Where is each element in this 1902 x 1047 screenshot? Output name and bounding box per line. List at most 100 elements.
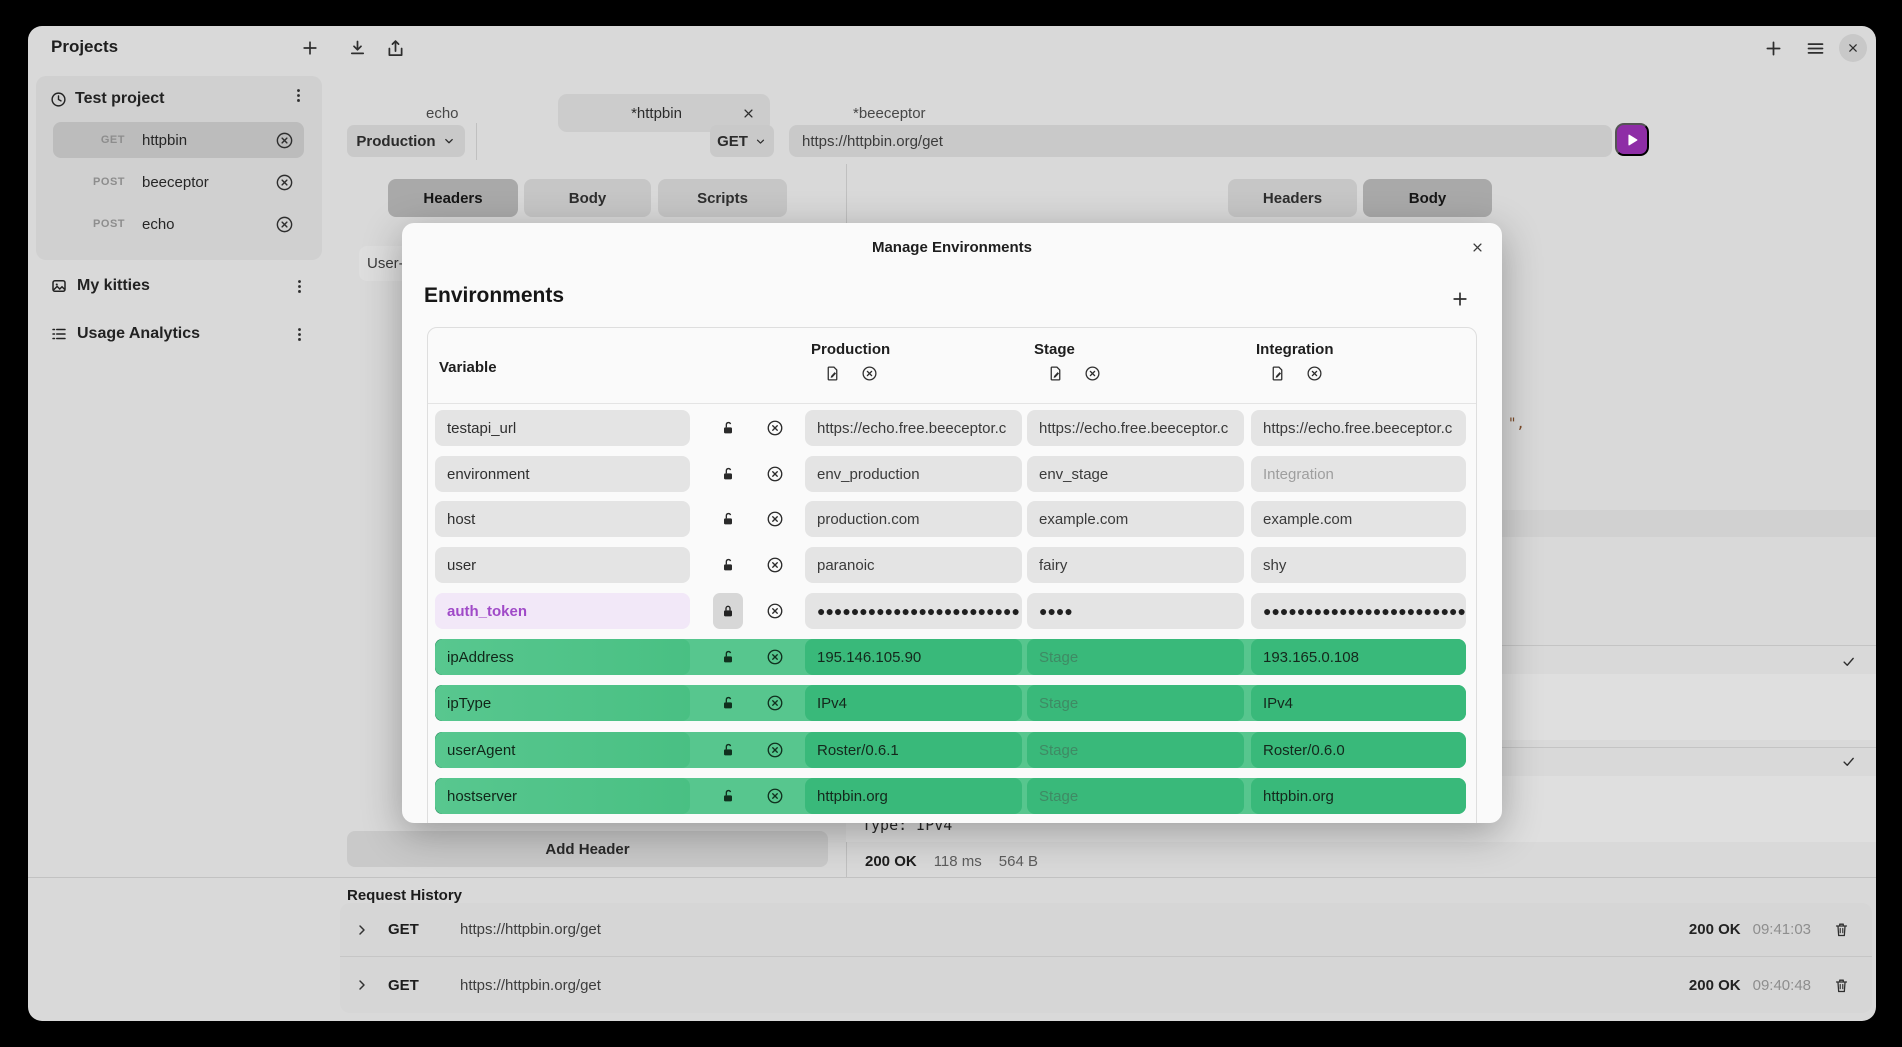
app-menu-button[interactable]	[1805, 38, 1826, 59]
delete-variable-button[interactable]	[763, 685, 787, 721]
stage-value-field[interactable]: Stage	[1027, 685, 1244, 721]
environment-selector[interactable]: Production	[347, 125, 465, 157]
variable-name-field[interactable]: userAgent	[435, 732, 690, 768]
add-header-button[interactable]: Add Header	[347, 831, 828, 867]
request-tab-body[interactable]: Body	[524, 179, 651, 217]
delete-history-button[interactable]	[1833, 977, 1850, 994]
window-close-button[interactable]	[1839, 34, 1867, 62]
lock-button[interactable]	[716, 639, 740, 675]
sidebar-item-my-kitties[interactable]: My kitties	[50, 272, 308, 300]
integration-value-field[interactable]: httpbin.org	[1251, 778, 1466, 814]
stage-value-field[interactable]: example.com	[1027, 501, 1244, 537]
variable-name-field[interactable]: testapi_url	[435, 410, 690, 446]
production-value-field[interactable]: paranoic	[805, 547, 1022, 583]
integration-value-field[interactable]: Roster/0.6.0	[1251, 732, 1466, 768]
integration-value-field[interactable]: Integration	[1251, 456, 1466, 492]
lock-button[interactable]	[716, 732, 740, 768]
delete-history-button[interactable]	[1833, 921, 1850, 938]
production-value-field[interactable]: IPv4	[805, 685, 1022, 721]
header-name-chip[interactable]: User-	[359, 246, 405, 281]
stage-value-field[interactable]: ●●●●	[1027, 593, 1244, 629]
stage-value-field[interactable]: Stage	[1027, 639, 1244, 675]
delete-variable-button[interactable]	[763, 778, 787, 814]
project-group-header[interactable]: Test project	[50, 86, 165, 112]
edit-environment-button[interactable]	[1269, 365, 1286, 382]
project-menu-button[interactable]	[290, 87, 307, 104]
delete-variable-button[interactable]	[763, 593, 787, 629]
remove-request-button[interactable]	[275, 131, 294, 150]
folder-menu-button[interactable]	[291, 326, 308, 343]
lock-button[interactable]	[716, 778, 740, 814]
add-project-button[interactable]	[300, 38, 320, 58]
stage-value-field[interactable]: fairy	[1027, 547, 1244, 583]
integration-value-field[interactable]: ●●●●●●●●●●●●●●●●●●●●●●●●	[1251, 593, 1466, 629]
response-tab-headers[interactable]: Headers	[1228, 179, 1357, 217]
lock-button[interactable]	[716, 410, 740, 446]
delete-variable-button[interactable]	[763, 639, 787, 675]
variable-name-field[interactable]: hostserver	[435, 778, 690, 814]
delete-variable-button[interactable]	[763, 732, 787, 768]
lock-button[interactable]	[716, 456, 740, 492]
production-value-field[interactable]: ●●●●●●●●●●●●●●●●●●●●●●●●	[805, 593, 1022, 629]
edit-environment-button[interactable]	[824, 365, 841, 382]
send-button[interactable]	[1615, 123, 1649, 156]
chevron-right-icon[interactable]	[354, 922, 370, 938]
chevron-right-icon[interactable]	[354, 977, 370, 993]
tab-beeceptor[interactable]: *beeceptor	[853, 105, 926, 122]
delete-environment-button[interactable]	[1084, 365, 1101, 382]
delete-variable-button[interactable]	[763, 410, 787, 446]
integration-value-field[interactable]: IPv4	[1251, 685, 1466, 721]
variable-name-field[interactable]: auth_token	[435, 593, 690, 629]
stage-value-field[interactable]: https://echo.free.beeceptor.c	[1027, 410, 1244, 446]
production-value-field[interactable]: Roster/0.6.1	[805, 732, 1022, 768]
production-value-field[interactable]: env_production	[805, 456, 1022, 492]
request-item-beeceptor[interactable]: POST beeceptor	[53, 164, 304, 200]
delete-variable-button[interactable]	[763, 456, 787, 492]
edit-environment-button[interactable]	[1047, 365, 1064, 382]
stage-value-field[interactable]: Stage	[1027, 778, 1244, 814]
request-item-echo[interactable]: POST echo	[53, 206, 304, 242]
production-value-field[interactable]: httpbin.org	[805, 778, 1022, 814]
folder-menu-button[interactable]	[291, 278, 308, 295]
integration-value-field[interactable]: https://echo.free.beeceptor.c	[1251, 410, 1466, 446]
remove-request-button[interactable]	[275, 173, 294, 192]
production-value-field[interactable]: https://echo.free.beeceptor.c	[805, 410, 1022, 446]
stage-value-field[interactable]: env_stage	[1027, 456, 1244, 492]
production-value-field[interactable]: production.com	[805, 501, 1022, 537]
lock-button[interactable]	[716, 685, 740, 721]
variable-name-field[interactable]: user	[435, 547, 690, 583]
integration-value-field[interactable]: shy	[1251, 547, 1466, 583]
request-item-httpbin[interactable]: GET httpbin	[53, 122, 304, 158]
delete-environment-button[interactable]	[861, 365, 878, 382]
integration-value-field[interactable]: 193.165.0.108	[1251, 639, 1466, 675]
method-selector[interactable]: GET	[710, 125, 774, 157]
request-tab-scripts[interactable]: Scripts	[658, 179, 787, 217]
new-tab-button[interactable]	[1763, 38, 1784, 59]
history-row[interactable]: GET https://httpbin.org/get 200 OK 09:40…	[340, 958, 1872, 1012]
delete-variable-button[interactable]	[763, 501, 787, 537]
export-button[interactable]	[385, 38, 406, 59]
lock-button[interactable]	[716, 501, 740, 537]
variable-name-field[interactable]: ipAddress	[435, 639, 690, 675]
tab-echo[interactable]: echo	[426, 105, 459, 122]
sidebar-item-usage-analytics[interactable]: Usage Analytics	[50, 320, 308, 348]
import-button[interactable]	[347, 38, 368, 59]
url-input[interactable]: https://httpbin.org/get	[789, 125, 1612, 157]
remove-request-button[interactable]	[275, 215, 294, 234]
variable-name-field[interactable]: ipType	[435, 685, 690, 721]
delete-environment-button[interactable]	[1306, 365, 1323, 382]
integration-value-field[interactable]: example.com	[1251, 501, 1466, 537]
stage-value-field[interactable]: Stage	[1027, 732, 1244, 768]
modal-close-button[interactable]	[1470, 239, 1485, 255]
close-tab-button[interactable]	[741, 105, 756, 121]
variable-name-field[interactable]: host	[435, 501, 690, 537]
variable-name-field[interactable]: environment	[435, 456, 690, 492]
request-tab-headers[interactable]: Headers	[388, 179, 518, 217]
delete-variable-button[interactable]	[763, 547, 787, 583]
lock-button[interactable]	[716, 547, 740, 583]
lock-button[interactable]	[713, 593, 743, 629]
response-tab-body[interactable]: Body	[1363, 179, 1492, 217]
history-row[interactable]: GET https://httpbin.org/get 200 OK 09:41…	[340, 903, 1872, 957]
add-environment-button[interactable]	[1450, 289, 1470, 309]
production-value-field[interactable]: 195.146.105.90	[805, 639, 1022, 675]
